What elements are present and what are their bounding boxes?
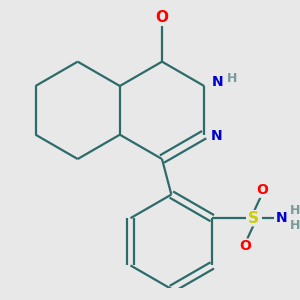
Text: H: H	[290, 204, 300, 217]
Text: O: O	[256, 183, 268, 197]
Text: N: N	[211, 129, 222, 142]
Text: H: H	[290, 219, 300, 232]
Text: H: H	[227, 72, 237, 85]
Text: O: O	[239, 239, 251, 253]
Text: N: N	[212, 75, 223, 89]
Text: S: S	[248, 211, 259, 226]
Text: N: N	[276, 211, 288, 225]
Text: O: O	[155, 10, 169, 25]
